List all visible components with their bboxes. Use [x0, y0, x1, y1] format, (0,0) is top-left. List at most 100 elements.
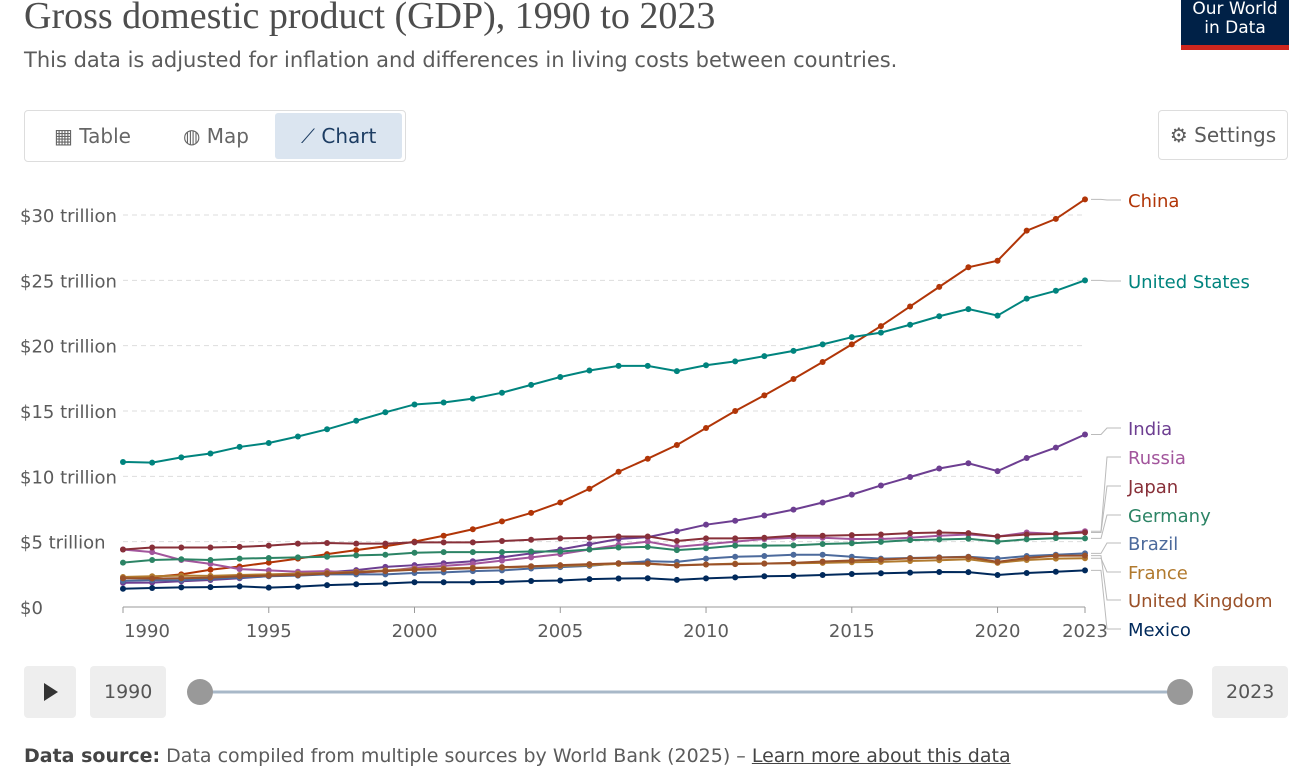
- label-connector: [1091, 485, 1121, 534]
- data-point: [557, 562, 564, 569]
- tab-label: Map: [206, 124, 250, 148]
- tab[interactable]: ⟋ Chart: [275, 113, 403, 159]
- data-point: [673, 368, 680, 375]
- data-point: [732, 561, 739, 568]
- data-point: [382, 409, 389, 416]
- data-point: [1082, 529, 1088, 536]
- timeline-handle[interactable]: [187, 679, 213, 705]
- data-point: [120, 585, 126, 592]
- data-point: [353, 569, 360, 576]
- data-point: [615, 544, 622, 551]
- series-line: [122, 537, 1086, 564]
- data-point: [498, 518, 505, 525]
- series-line: [122, 198, 1086, 580]
- y-tick-label: $20 trillion: [20, 337, 117, 358]
- data-point: [819, 558, 826, 565]
- data-point: [936, 283, 943, 290]
- series-line: [122, 554, 1086, 580]
- data-point: [703, 561, 710, 568]
- data-point: [673, 441, 680, 448]
- footer: Data source: Data compiled from multiple…: [24, 745, 1011, 767]
- data-point: [411, 539, 418, 546]
- data-point: [353, 547, 360, 554]
- data-point: [673, 547, 680, 554]
- data-point: [353, 417, 360, 424]
- data-point: [936, 465, 943, 472]
- logo[interactable]: Our World in Data: [1181, 0, 1289, 50]
- data-point: [1023, 555, 1030, 561]
- data-point: [265, 542, 272, 549]
- data-point: [236, 566, 243, 573]
- data-point: [848, 491, 855, 498]
- data-point: [528, 548, 535, 555]
- data-point: [498, 578, 505, 585]
- timeline-start[interactable]: 1990: [90, 666, 167, 718]
- data-point: [382, 540, 389, 547]
- x-tick-label: 2015: [829, 621, 875, 642]
- data-point: [120, 546, 126, 553]
- data-point: [848, 540, 855, 547]
- play-triangle: [44, 683, 58, 701]
- series-line: [122, 279, 1086, 464]
- data-point: [965, 553, 972, 560]
- data-point: [586, 561, 593, 568]
- data-point: [848, 334, 855, 341]
- settings-button[interactable]: ⚙ Settings: [1158, 110, 1288, 160]
- data-point: [324, 426, 331, 433]
- play-button[interactable]: [24, 666, 76, 718]
- data-point: [149, 544, 156, 551]
- data-point: [1082, 196, 1088, 203]
- data-point: [1082, 535, 1088, 542]
- data-point: [586, 485, 593, 492]
- data-point: [615, 468, 622, 475]
- data-point: [790, 375, 797, 382]
- data-point: [848, 532, 855, 539]
- x-tick-label: 2000: [392, 621, 438, 642]
- series-line: [122, 531, 1086, 551]
- timeline-handle[interactable]: [1167, 679, 1193, 705]
- data-point: [644, 455, 651, 462]
- data-point: [440, 549, 447, 556]
- data-point: [557, 548, 564, 555]
- data-point: [819, 341, 826, 348]
- data-point: [615, 362, 622, 369]
- data-point: [528, 563, 535, 570]
- data-point: [965, 264, 972, 271]
- data-point: [1023, 455, 1030, 462]
- data-point: [994, 312, 1001, 319]
- data-point: [790, 506, 797, 513]
- data-point: [440, 539, 447, 546]
- data-point: [877, 531, 884, 538]
- title: Gross domestic product (GDP), 1990 to 20…: [24, 0, 716, 37]
- source-label: Data source:: [24, 745, 161, 767]
- data-point: [615, 560, 622, 567]
- data-point: [265, 440, 272, 447]
- data-point: [324, 582, 331, 589]
- logo-line: in Data: [1204, 18, 1266, 38]
- tab[interactable]: ◍ Map: [182, 124, 250, 148]
- data-point: [732, 408, 739, 414]
- data-point: [732, 542, 739, 549]
- data-point: [819, 499, 826, 506]
- data-point: [644, 533, 651, 540]
- data-point: [819, 571, 826, 578]
- tab[interactable]: ▦ Table: [54, 124, 131, 148]
- data-point: [265, 584, 272, 591]
- data-point: [265, 559, 272, 566]
- series-label: United Kingdom: [1128, 591, 1272, 612]
- data-point: [994, 571, 1001, 578]
- data-point: [703, 535, 710, 542]
- source-link[interactable]: Learn more about this data: [751, 745, 1011, 767]
- timeline-end[interactable]: 2023: [1212, 666, 1289, 718]
- data-point: [703, 521, 710, 528]
- data-point: [877, 570, 884, 577]
- data-point: [469, 549, 476, 556]
- data-point: [673, 576, 680, 583]
- y-tick-label: $0: [20, 598, 43, 619]
- data-point: [120, 458, 126, 465]
- play-icon: [44, 683, 58, 701]
- x-tick-label: 2020: [975, 621, 1021, 642]
- data-point: [498, 557, 505, 564]
- data-point: [498, 389, 505, 396]
- data-point: [615, 575, 622, 582]
